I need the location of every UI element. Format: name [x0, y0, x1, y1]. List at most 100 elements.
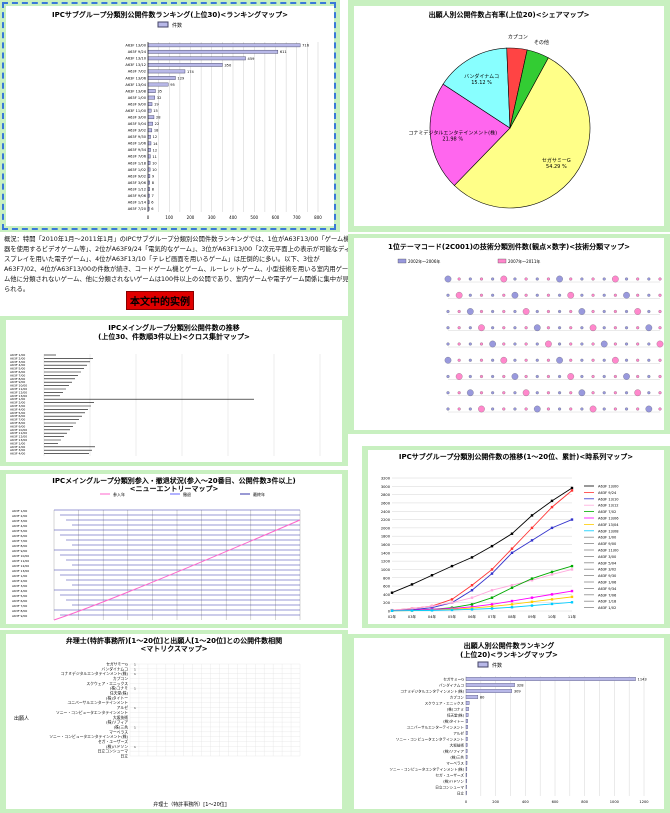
p4-bubble [447, 375, 450, 378]
p4-bubble [514, 408, 517, 411]
chart-p5: 参入年撤退最終年A63F 1/00A63F 2/00A63F 3/00A63F … [0, 470, 348, 628]
p4-bubble [547, 375, 550, 378]
p6-ytick: 200 [383, 601, 391, 605]
p6-series-line [392, 520, 572, 611]
p4-bubble [590, 406, 596, 412]
p6-ytick: 3000 [381, 485, 391, 489]
p6-point [511, 547, 513, 549]
p6-legend-label: A63F 5/04 [598, 561, 617, 565]
p8-value: 80 [480, 696, 485, 700]
p6-point [471, 584, 473, 586]
p6-ytick: 1200 [381, 560, 391, 564]
p4-bubble [469, 278, 472, 281]
p6-ytick: 600 [383, 585, 391, 589]
p4-bubble [469, 294, 472, 297]
p6-xtick: 09年 [528, 614, 537, 619]
p4-bubble [636, 375, 639, 378]
p4-bubble [580, 278, 583, 281]
p4-bubble [636, 278, 639, 281]
p3-row-label: A63F 4/00 [10, 452, 25, 456]
p6-ytick: 3200 [381, 477, 391, 481]
p6-point [551, 603, 553, 605]
p8-bar [466, 749, 467, 753]
p4-bubble [580, 359, 583, 362]
p6-point [491, 589, 493, 591]
p6-point [491, 603, 493, 605]
p4-bubble [659, 326, 662, 329]
p8-bar [466, 719, 468, 723]
p4-bubble [447, 310, 450, 313]
p6-point [431, 574, 433, 576]
p6-point [491, 545, 493, 547]
p4-bubble [603, 278, 606, 281]
p5-row-label: A63F 11/00 [12, 559, 29, 563]
p8-bar [466, 731, 467, 735]
p4-bubble [659, 391, 662, 394]
p4-bubble [614, 343, 617, 346]
p4-bubble [491, 359, 494, 362]
p4-bubble [647, 310, 650, 313]
p6-point [531, 601, 533, 603]
p4-bubble [625, 326, 628, 329]
p6-point [411, 609, 413, 611]
p6-point [531, 604, 533, 606]
p4-bubble [447, 408, 450, 411]
p6-legend-label: A63F 13/06 [598, 517, 619, 521]
p4-bubble [547, 391, 550, 394]
p6-point [571, 489, 573, 491]
p4-bubble [625, 408, 628, 411]
p4-bubble [579, 308, 585, 314]
p4-bubble [647, 343, 650, 346]
p7-row-label: 日立 [120, 754, 128, 759]
p5-legend-label: 参入年 [113, 491, 125, 497]
p4-bubble [536, 310, 539, 313]
p6-point [551, 500, 553, 502]
p4-bubble [580, 375, 583, 378]
p4-bubble [659, 310, 662, 313]
p6-legend-label: A63F 1/18 [598, 600, 617, 604]
p4-bubble [647, 391, 650, 394]
p6-point [511, 603, 513, 605]
p8-bar [466, 767, 467, 771]
p4-bubble [491, 310, 494, 313]
p4-bubble [469, 408, 472, 411]
p8-legend-swatch [478, 662, 488, 667]
pie-value: 21.98 % [442, 136, 463, 142]
p5-row-label: A63F 1/00 [12, 509, 27, 513]
p4-bubble [623, 373, 629, 379]
p4-bubble [634, 308, 640, 314]
p4-bubble [647, 359, 650, 362]
p4-bubble [480, 343, 483, 346]
p4-bubble [514, 359, 517, 362]
p8-category: バンダイナムコ [439, 683, 465, 688]
p5-row-label: A63F 13/00 [12, 569, 29, 573]
p6-point [551, 593, 553, 595]
p6-xtick: 06年 [468, 614, 477, 619]
p6-point [511, 552, 513, 554]
p4-bubble [636, 326, 639, 329]
p5-row-label: A63F 9/00 [12, 549, 27, 553]
p6-point [571, 565, 573, 567]
p4-bubble [625, 310, 628, 313]
p4-bubble [568, 292, 574, 298]
p5-row-label: A63F 7/00 [12, 539, 27, 543]
p4-bubble [512, 373, 518, 379]
p8-legend-label: 件数 [492, 662, 502, 669]
pie-value: 54.29 % [546, 164, 567, 170]
p6-legend-label: A63F 3/02 [598, 568, 616, 572]
p6-point [451, 598, 453, 600]
p4-bubble [603, 391, 606, 394]
p5-row-label: A63F 3/00 [12, 519, 27, 523]
p6-xtick: 07年 [488, 614, 497, 619]
p4-bubble [478, 325, 484, 331]
p8-category: アルゼ [453, 731, 464, 736]
p4-bubble [512, 292, 518, 298]
p6-ytick: 2200 [381, 518, 391, 522]
p4-bubble [547, 278, 550, 281]
p4-bubble [646, 325, 652, 331]
p6-point [571, 596, 573, 598]
p4-bubble [558, 343, 561, 346]
p4-bubble [514, 326, 517, 329]
panel-matrix: 弁理士(特許事務所)[1～20位]と出願人[1～20位]との公開件数相関 <マト… [0, 630, 348, 813]
p4-bubble [647, 278, 650, 281]
